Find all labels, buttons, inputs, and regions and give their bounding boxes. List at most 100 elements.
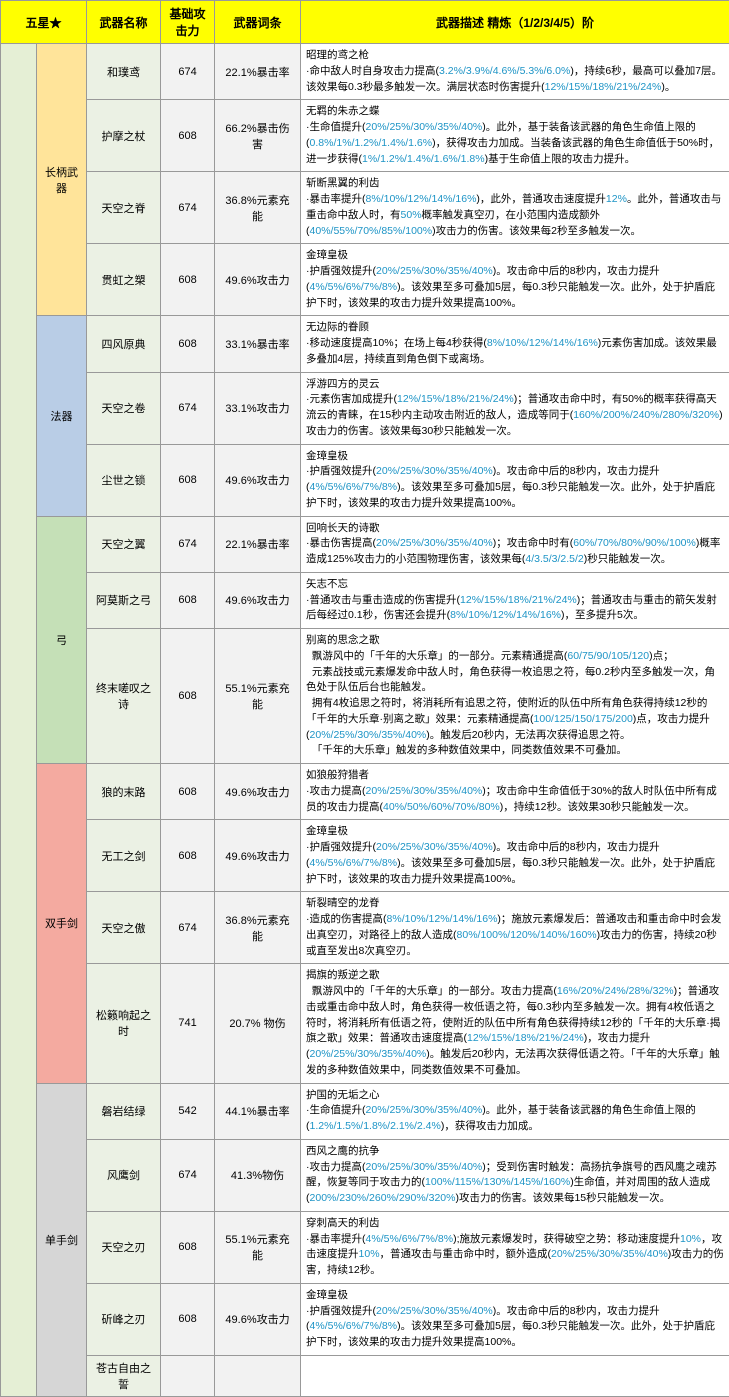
table-row: 尘世之锁60849.6%攻击力金璋皇极·护盾强效提升(20%/25%/30%/3… — [1, 444, 729, 516]
weapon-desc-cell: 昭理的鸢之枪·命中敌人时自身攻击力提高(3.2%/3.9%/4.6%/5.3%/… — [301, 44, 729, 100]
weapon-atk-cell: 741 — [161, 964, 215, 1083]
table-header: 五星★ 武器名称 基础攻击力 武器词条 武器描述 精炼（1/2/3/4/5）阶 — [1, 1, 729, 44]
weapon-desc-cell: 穿刺高天的利齿·暴击率提升(4%/5%/6%/7%/8%);施放元素爆发时，获得… — [301, 1211, 729, 1283]
weapon-desc-cell: 浮游四方的灵云·元素伤害加成提升(12%/15%/18%/21%/24%)；普通… — [301, 372, 729, 444]
weapon-desc-cell: 无羁的朱赤之蝶·生命值提升(20%/25%/30%/35%/40%)。此外，基于… — [301, 100, 729, 172]
table-row: 苍古自由之誓 — [1, 1355, 729, 1396]
weapon-stat-cell: 22.1%暴击率 — [215, 44, 301, 100]
weapon-name-cell: 磐岩结绿 — [87, 1083, 161, 1139]
weapon-desc-cell: 护国的无垢之心·生命值提升(20%/25%/30%/35%/40%)。此外，基于… — [301, 1083, 729, 1139]
weapon-atk-cell: 608 — [161, 1283, 215, 1355]
weapon-atk-cell: 674 — [161, 372, 215, 444]
weapon-stat-cell: 49.6%攻击力 — [215, 244, 301, 316]
header-rarity: 五星★ — [1, 1, 87, 44]
weapon-atk-cell: 608 — [161, 764, 215, 820]
weapon-stat-cell: 36.8%元素充能 — [215, 892, 301, 964]
weapon-desc-cell: 回响长天的诗歌·暴击伤害提高(20%/25%/30%/35%/40%)；攻击命中… — [301, 516, 729, 572]
table-row: 贯虹之槊60849.6%攻击力金璋皇极·护盾强效提升(20%/25%/30%/3… — [1, 244, 729, 316]
weapon-desc-cell: 西风之鹰的抗争·攻击力提高(20%/25%/30%/35%/40%)；受到伤害时… — [301, 1139, 729, 1211]
weapon-name-cell: 风鹰剑 — [87, 1139, 161, 1211]
weapon-name-cell: 护摩之杖 — [87, 100, 161, 172]
weapon-stat-cell: 33.1%暴击率 — [215, 316, 301, 372]
weapon-atk-cell: 608 — [161, 629, 215, 764]
weapon-desc-cell: 金璋皇极·护盾强效提升(20%/25%/30%/35%/40%)。攻击命中后的8… — [301, 1283, 729, 1355]
weapon-name-cell: 斫峰之刃 — [87, 1283, 161, 1355]
header-desc: 武器描述 精炼（1/2/3/4/5）阶 — [301, 1, 729, 44]
weapon-name-cell: 四风原典 — [87, 316, 161, 372]
table-row: 单手剑磐岩结绿54244.1%暴击率护国的无垢之心·生命值提升(20%/25%/… — [1, 1083, 729, 1139]
weapon-stat-cell: 36.8%元素充能 — [215, 172, 301, 244]
weapon-desc-cell: 金璋皇极·护盾强效提升(20%/25%/30%/35%/40%)。攻击命中后的8… — [301, 820, 729, 892]
weapon-stat-cell: 20.7% 物伤 — [215, 964, 301, 1083]
weapon-name-cell: 阿莫斯之弓 — [87, 572, 161, 628]
table-row: 无工之剑60849.6%攻击力金璋皇极·护盾强效提升(20%/25%/30%/3… — [1, 820, 729, 892]
weapon-desc-cell: 斩裂晴空的龙脊·造成的伤害提高(8%/10%/12%/14%/16%)；施放元素… — [301, 892, 729, 964]
weapon-atk-cell: 674 — [161, 1139, 215, 1211]
category-cell-sword: 单手剑 — [37, 1083, 87, 1396]
category-cell-bow: 弓 — [37, 516, 87, 764]
table-row: 终末嗟叹之诗60855.1%元素充能别离的思念之歌 飘游风中的「千年的大乐章」的… — [1, 629, 729, 764]
weapon-atk-cell: 608 — [161, 444, 215, 516]
table-row: 弓天空之翼67422.1%暴击率回响长天的诗歌·暴击伤害提高(20%/25%/3… — [1, 516, 729, 572]
weapon-atk-cell — [161, 1355, 215, 1396]
weapon-stat-cell: 55.1%元素充能 — [215, 1211, 301, 1283]
weapon-atk-cell: 674 — [161, 44, 215, 100]
weapon-atk-cell: 608 — [161, 820, 215, 892]
table-row: 天空之傲67436.8%元素充能斩裂晴空的龙脊·造成的伤害提高(8%/10%/1… — [1, 892, 729, 964]
weapon-name-cell: 天空之刃 — [87, 1211, 161, 1283]
weapon-atk-cell: 608 — [161, 316, 215, 372]
weapon-atk-cell: 674 — [161, 892, 215, 964]
weapon-stat-cell: 22.1%暴击率 — [215, 516, 301, 572]
weapon-stat-cell: 49.6%攻击力 — [215, 764, 301, 820]
weapon-desc-cell: 揭旗的叛逆之歌 飘游风中的「千年的大乐章」的一部分。攻击力提高(16%/20%/… — [301, 964, 729, 1083]
weapon-atk-cell: 608 — [161, 244, 215, 316]
weapon-name-cell: 天空之脊 — [87, 172, 161, 244]
category-cell-polearm: 长柄武器 — [37, 44, 87, 316]
weapon-stat-cell: 49.6%攻击力 — [215, 572, 301, 628]
weapon-atk-cell: 608 — [161, 1211, 215, 1283]
weapon-desc-cell: 别离的思念之歌 飘游风中的「千年的大乐章」的一部分。元素精通提高(60/75/9… — [301, 629, 729, 764]
table-row: 天空之脊67436.8%元素充能斩断黑翼的利齿·暴击率提升(8%/10%/12%… — [1, 172, 729, 244]
table-row: 天空之刃60855.1%元素充能穿刺高天的利齿·暴击率提升(4%/5%/6%/7… — [1, 1211, 729, 1283]
weapon-atk-cell: 608 — [161, 100, 215, 172]
weapon-stat-cell: 44.1%暴击率 — [215, 1083, 301, 1139]
header-stat: 武器词条 — [215, 1, 301, 44]
weapon-name-cell: 天空之卷 — [87, 372, 161, 444]
weapon-atk-cell: 608 — [161, 572, 215, 628]
weapon-name-cell: 天空之傲 — [87, 892, 161, 964]
weapon-desc-cell: 斩断黑翼的利齿·暴击率提升(8%/10%/12%/14%/16%)，此外，普通攻… — [301, 172, 729, 244]
weapon-atk-cell: 542 — [161, 1083, 215, 1139]
rarity-cell — [1, 44, 37, 1397]
category-cell-catalyst: 法器 — [37, 316, 87, 516]
weapon-name-cell: 无工之剑 — [87, 820, 161, 892]
header-name: 武器名称 — [87, 1, 161, 44]
weapon-name-cell: 苍古自由之誓 — [87, 1355, 161, 1396]
weapon-stat-cell: 49.6%攻击力 — [215, 444, 301, 516]
table-row: 护摩之杖60866.2%暴击伤害无羁的朱赤之蝶·生命值提升(20%/25%/30… — [1, 100, 729, 172]
table-row: 双手剑狼的末路60849.6%攻击力如狼般狩猎者·攻击力提高(20%/25%/3… — [1, 764, 729, 820]
weapon-name-cell: 尘世之锁 — [87, 444, 161, 516]
table-row: 长柄武器和璞鸢67422.1%暴击率昭理的鸢之枪·命中敌人时自身攻击力提高(3.… — [1, 44, 729, 100]
weapon-table: 五星★ 武器名称 基础攻击力 武器词条 武器描述 精炼（1/2/3/4/5）阶 … — [0, 0, 729, 1397]
weapon-stat-cell: 49.6%攻击力 — [215, 820, 301, 892]
weapon-desc-cell: 金璋皇极·护盾强效提升(20%/25%/30%/35%/40%)。攻击命中后的8… — [301, 244, 729, 316]
weapon-atk-cell: 674 — [161, 172, 215, 244]
weapon-name-cell: 松籁响起之时 — [87, 964, 161, 1083]
weapon-name-cell: 天空之翼 — [87, 516, 161, 572]
table-row: 松籁响起之时74120.7% 物伤揭旗的叛逆之歌 飘游风中的「千年的大乐章」的一… — [1, 964, 729, 1083]
weapon-stat-cell: 41.3%物伤 — [215, 1139, 301, 1211]
weapon-desc-cell: 如狼般狩猎者·攻击力提高(20%/25%/30%/35%/40%)；攻击命中生命… — [301, 764, 729, 820]
weapon-stat-cell: 49.6%攻击力 — [215, 1283, 301, 1355]
weapon-desc-cell — [301, 1355, 729, 1396]
weapon-name-cell: 狼的末路 — [87, 764, 161, 820]
category-cell-claymore: 双手剑 — [37, 764, 87, 1084]
table-body: 长柄武器和璞鸢67422.1%暴击率昭理的鸢之枪·命中敌人时自身攻击力提高(3.… — [1, 44, 729, 1397]
weapon-desc-cell: 无边际的眷顾·移动速度提高10%；在场上每4秒获得(8%/10%/12%/14%… — [301, 316, 729, 372]
header-atk: 基础攻击力 — [161, 1, 215, 44]
weapon-name-cell: 终末嗟叹之诗 — [87, 629, 161, 764]
weapon-stat-cell: 66.2%暴击伤害 — [215, 100, 301, 172]
table-row: 风鹰剑67441.3%物伤西风之鹰的抗争·攻击力提高(20%/25%/30%/3… — [1, 1139, 729, 1211]
weapon-atk-cell: 674 — [161, 516, 215, 572]
weapon-stat-cell: 33.1%攻击力 — [215, 372, 301, 444]
table-row: 斫峰之刃60849.6%攻击力金璋皇极·护盾强效提升(20%/25%/30%/3… — [1, 1283, 729, 1355]
